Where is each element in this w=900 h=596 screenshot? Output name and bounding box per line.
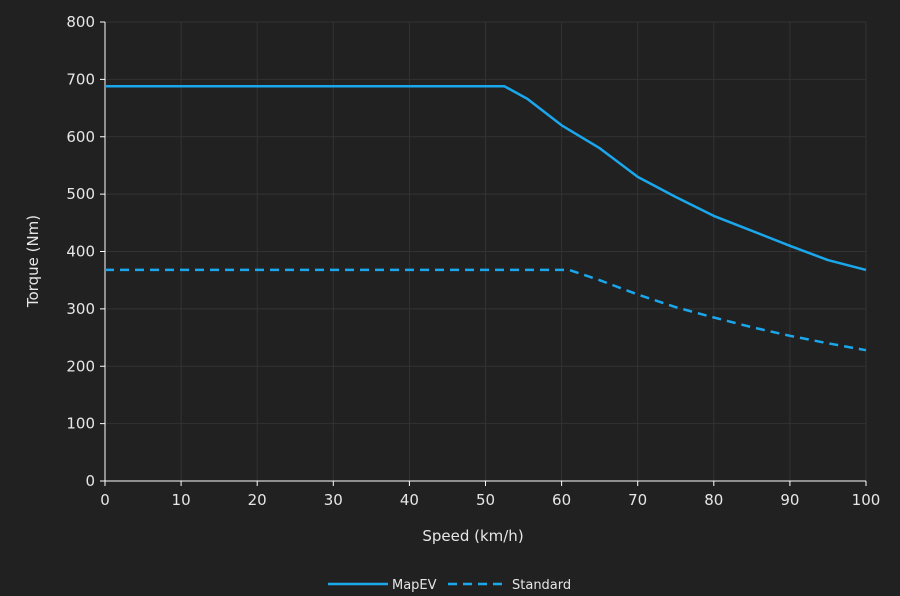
x-axis-ticks: 0 10 20 30 40 50 60 70 80 90 100: [100, 481, 880, 509]
y-tick-label: 300: [66, 300, 95, 318]
x-tick-label: 70: [628, 491, 647, 509]
x-tick-label: 80: [704, 491, 723, 509]
x-tick-label: 20: [248, 491, 267, 509]
y-tick-label: 100: [66, 415, 95, 433]
y-axis-ticks: 0 100 200 300 400 500 600 700 800: [66, 13, 105, 490]
x-tick-label: 50: [476, 491, 495, 509]
y-tick-label: 200: [66, 357, 95, 375]
series-line-mapev[interactable]: [105, 85, 867, 272]
x-tick-label: 0: [100, 491, 110, 509]
y-tick-label: 0: [85, 472, 95, 490]
x-tick-label: 60: [552, 491, 571, 509]
legend: MapEV Standard: [328, 578, 571, 593]
y-tick-label: 600: [66, 128, 95, 146]
series-lines: [105, 85, 867, 352]
series-line-standard[interactable]: [105, 268, 867, 352]
y-tick-label: 700: [66, 70, 95, 88]
legend-label-mapev[interactable]: MapEV: [392, 578, 437, 593]
y-tick-label: 800: [66, 13, 95, 31]
x-axis-title: Speed (km/h): [422, 527, 523, 545]
x-tick-label: 30: [324, 491, 343, 509]
y-axis-title: Torque (Nm): [24, 215, 42, 308]
legend-label-standard[interactable]: Standard: [512, 578, 571, 593]
y-tick-label: 500: [66, 185, 95, 203]
axes: [100, 22, 866, 486]
y-tick-label: 400: [66, 243, 95, 261]
x-tick-label: 90: [780, 491, 799, 509]
x-tick-label: 40: [400, 491, 419, 509]
x-tick-label: 10: [172, 491, 191, 509]
x-tick-label: 100: [852, 491, 881, 509]
grid-lines: [105, 21, 867, 481]
